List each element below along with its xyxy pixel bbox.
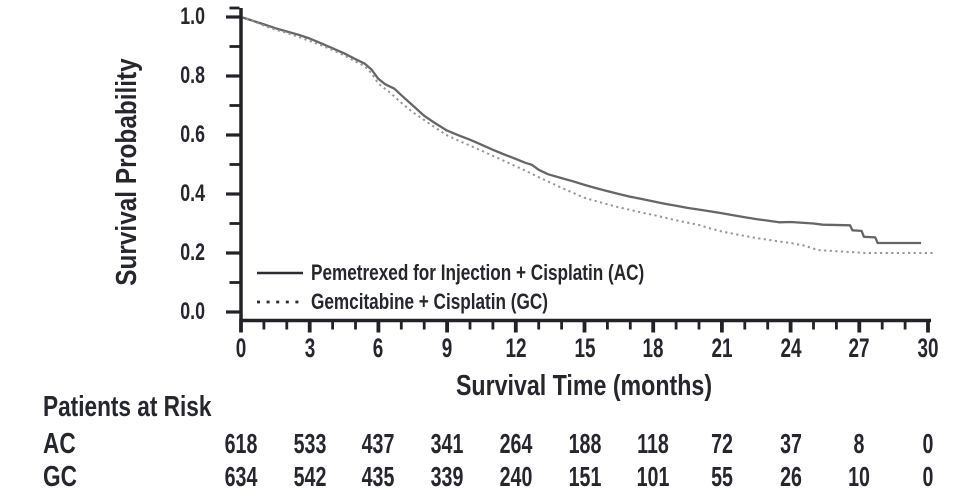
legend-label-gc: Gemcitabine + Cisplatin (GC): [311, 288, 548, 314]
at-risk-row-label-ac: AC: [43, 428, 76, 460]
legend-item-ac: Pemetrexed for Injection + Cisplatin (AC…: [256, 258, 738, 287]
x-axis-ticks: [239, 322, 930, 333]
legend-item-gc: Gemcitabine + Cisplatin (GC): [256, 287, 738, 316]
y-axis-title: Survival Probability: [111, 58, 143, 286]
gc-survival-curve: [240, 16, 933, 254]
legend: Pemetrexed for Injection + Cisplatin (AC…: [256, 258, 738, 316]
legend-label-ac: Pemetrexed for Injection + Cisplatin (AC…: [311, 259, 645, 285]
at-risk-row-label-gc: GC: [43, 461, 77, 493]
dotted-line-icon: [257, 300, 301, 303]
solid-line-icon: [257, 271, 303, 274]
x-axis-title: Survival Time (months): [455, 370, 713, 402]
at-risk-title: Patients at Risk: [43, 391, 212, 423]
axes: [239, 8, 931, 323]
y-axis-ticks: [226, 6, 240, 314]
survival-curves: [240, 15, 933, 254]
ac-survival-curve: [240, 15, 922, 245]
